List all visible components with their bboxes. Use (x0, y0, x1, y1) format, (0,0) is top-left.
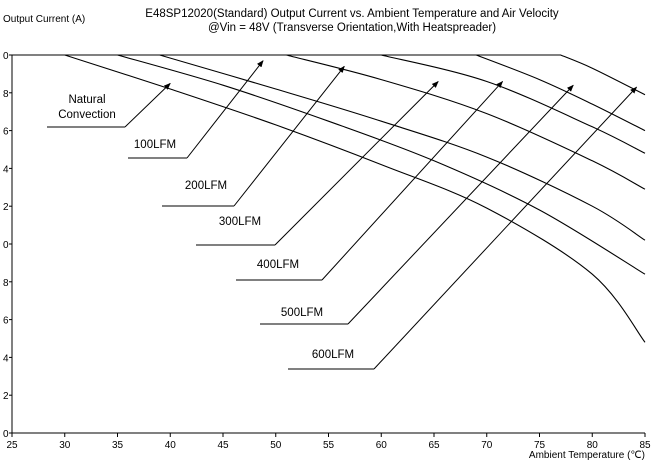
y-axis-label: Output Current (A) (3, 14, 85, 25)
y-tick-label: 8 (3, 89, 9, 100)
series-line-400lfm (12, 54, 646, 154)
series-line-500lfm (12, 54, 646, 132)
annotation-3: 200LFM (162, 65, 345, 207)
chart-title: E48SP12020(Standard) Output Current vs. … (145, 8, 559, 20)
annotation-label: 400LFM (257, 259, 299, 271)
annotation-arrow (186, 60, 264, 159)
y-tick-label: 6 (3, 316, 9, 327)
x-tick-label: 75 (534, 440, 546, 451)
y-tick-label: 4 (3, 353, 9, 364)
y-tick-label: 2 (3, 391, 9, 402)
y-tick-label: 2 (3, 202, 9, 213)
annotation-arrow (373, 86, 638, 370)
annotation-arrow (347, 84, 574, 325)
x-axis-label: Ambient Temperature (℃) (529, 450, 645, 461)
annotation-label: Natural (68, 94, 105, 106)
y-tick-label: 6 (3, 127, 9, 138)
x-tick-label: 60 (376, 440, 388, 451)
y-tick-label: 8 (3, 278, 9, 289)
y-tick-label: 0 (3, 429, 9, 440)
y-tick-label: 0 (3, 51, 9, 62)
annotation-7: 600LFM (288, 86, 638, 370)
annotation-6: 500LFM (260, 84, 574, 325)
x-tick-label: 40 (165, 440, 177, 451)
x-tick-label: 80 (587, 440, 599, 451)
chart-subtitle: @Vin = 48V (Transverse Orientation,With … (208, 22, 496, 34)
annotation-label: 300LFM (219, 216, 261, 228)
annotation-label: 200LFM (185, 180, 227, 192)
annotation-1: Natural Convection (47, 82, 171, 128)
annotation-4: 300LFM (196, 80, 439, 246)
annotation-arrow (233, 65, 345, 207)
x-tick-label: 45 (217, 440, 229, 451)
x-tick-label: 70 (481, 440, 493, 451)
annotation-label: 600LFM (312, 349, 354, 361)
series-line-100lfm (12, 54, 646, 275)
x-tick-label: 85 (639, 440, 651, 451)
x-tick-label: 50 (270, 440, 282, 451)
x-tick-label: 65 (428, 440, 440, 451)
x-tick-label: 55 (323, 440, 335, 451)
annotation-arrow (274, 80, 439, 246)
annotation-arrow (124, 82, 171, 128)
annotation-label: 500LFM (281, 307, 323, 319)
y-tick-label: 4 (3, 164, 9, 175)
annotation-label: Convection (58, 109, 116, 121)
curve-annotations: Natural Convection 100LFM 200LFM 300LFM 400LF… (47, 60, 638, 370)
annotation-2: 100LFM (128, 60, 264, 159)
annotation-label: 100LFM (134, 139, 176, 151)
x-tick-label: 25 (6, 440, 18, 451)
annotation-arrow (321, 80, 504, 281)
annotation-5: 400LFM (236, 80, 504, 281)
y-tick-label: 0 (3, 240, 9, 251)
x-tick-label: 35 (112, 440, 124, 451)
x-tick-label: 30 (59, 440, 71, 451)
plot-area (12, 55, 645, 433)
plot-background (12, 55, 645, 433)
